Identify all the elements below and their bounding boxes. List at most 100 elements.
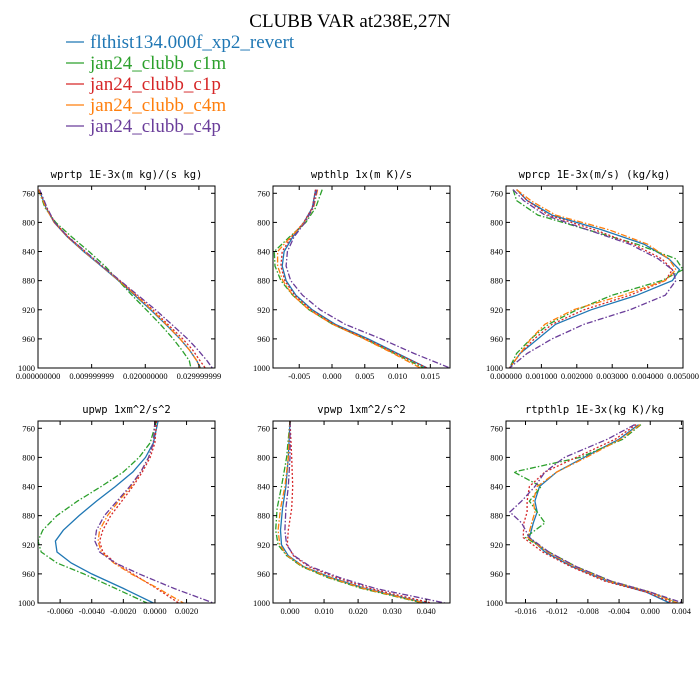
figure-title: CLUBB VAR at238E,27N — [249, 11, 451, 32]
series-line — [38, 421, 158, 603]
y-tick-label: 960 — [22, 569, 35, 579]
x-tick-label: 0.009999999 — [69, 371, 114, 381]
y-tick-label: 920 — [257, 305, 270, 315]
series-line — [285, 189, 450, 368]
x-tick-label: -0.0040 — [79, 606, 105, 616]
y-tick-label: 840 — [490, 247, 503, 257]
legend: flthist134.000f_xp2_revertjan24_clubb_c1… — [66, 32, 295, 137]
y-tick-label: 1000 — [253, 598, 270, 608]
legend-label: jan24_clubb_c1p — [89, 74, 221, 95]
y-tick-label: 960 — [490, 569, 503, 579]
y-tick-label: 880 — [257, 511, 270, 521]
y-tick-label: 960 — [257, 334, 270, 344]
y-tick-label: 960 — [257, 569, 270, 579]
legend-label: jan24_clubb_c4p — [89, 116, 221, 137]
series-line — [38, 189, 206, 368]
y-tick-label: 760 — [22, 188, 35, 198]
panel-title: vpwp 1xm^2/s^2 — [317, 404, 406, 416]
panel-title: rtpthlp 1E-3x(kg K)/kg — [525, 404, 664, 416]
x-tick-label: -0.004 — [608, 606, 631, 616]
x-tick-label: -0.016 — [515, 606, 537, 616]
y-tick-label: 840 — [22, 482, 35, 492]
series-line — [284, 421, 446, 603]
chart-panel: upwp 1xm^2/s^2 760 800 840 880 920 960 1000 -0.0… — [18, 404, 216, 616]
x-tick-label: 0.004000 — [632, 371, 664, 381]
plot-frame — [272, 420, 451, 604]
series-group — [275, 421, 446, 603]
x-tick-label: -0.0020 — [110, 606, 136, 616]
y-tick-label: 760 — [257, 423, 270, 433]
legend-entry: jan24_clubb_c1m — [66, 53, 226, 74]
y-tick-label: 1000 — [18, 598, 35, 608]
y-tick-label: 840 — [22, 247, 35, 257]
x-tick-label: 0.010 — [314, 606, 333, 616]
x-tick-label: -0.012 — [546, 606, 568, 616]
series-line — [54, 421, 159, 603]
plot-frame — [37, 185, 216, 369]
y-tick-label: 880 — [257, 276, 270, 286]
y-tick-label: 1000 — [486, 363, 503, 373]
x-tick-label: 0.020000000 — [123, 371, 168, 381]
y-tick-label: 800 — [257, 452, 270, 462]
legend-entry: jan24_clubb_c4p — [66, 116, 221, 137]
y-tick-label: 760 — [490, 423, 503, 433]
series-line — [527, 424, 678, 603]
panel-title: upwp 1xm^2/s^2 — [82, 404, 171, 416]
plot-frame — [505, 420, 684, 604]
plot-frame — [37, 420, 216, 604]
legend-label: flthist134.000f_xp2_revert — [90, 32, 295, 53]
x-tick-label: 0.015 — [421, 371, 440, 381]
y-tick-label: 960 — [490, 334, 503, 344]
y-tick-label: 760 — [490, 188, 503, 198]
y-tick-label: 880 — [490, 511, 503, 521]
y-tick-label: 840 — [490, 482, 503, 492]
y-tick-label: 880 — [22, 511, 35, 521]
series-group — [273, 189, 450, 368]
series-line — [508, 424, 683, 603]
x-tick-label: -0.005 — [288, 371, 310, 381]
chart-panel: wprcp 1E-3x(m/s) (kg/kg) 760 800 840 880 920 9… — [486, 169, 699, 381]
y-tick-label: 920 — [22, 305, 35, 315]
x-tick-label: 0.020 — [349, 606, 368, 616]
series-line — [508, 189, 677, 368]
chart-panel: wpthlp 1x(m K)/s 760 800 840 880 920 960 1000 -0… — [253, 169, 451, 381]
panel-title: wprcp 1E-3x(m/s) (kg/kg) — [519, 169, 671, 181]
x-tick-label: 0.0000 — [143, 606, 166, 616]
y-tick-label: 800 — [257, 217, 270, 227]
chart-panel: vpwp 1xm^2/s^2 760 800 840 880 920 960 1000 0.00… — [253, 404, 451, 616]
y-tick-label: 800 — [22, 217, 35, 227]
series-line — [280, 189, 428, 368]
y-tick-label: 920 — [490, 305, 503, 315]
y-tick-label: 760 — [257, 188, 270, 198]
x-tick-label: 0.000000 — [490, 371, 522, 381]
y-tick-label: 800 — [490, 217, 503, 227]
plot-frame — [505, 185, 684, 369]
y-tick-label: 920 — [257, 540, 270, 550]
legend-entry: flthist134.000f_xp2_revert — [66, 32, 295, 53]
y-tick-label: 960 — [22, 334, 35, 344]
series-line — [508, 189, 674, 368]
legend-label: jan24_clubb_c1m — [89, 53, 226, 74]
y-tick-label: 920 — [490, 540, 503, 550]
y-tick-label: 1000 — [253, 363, 270, 373]
chart-panel: wprtp 1E-3x(m kg)/(s kg) 760 800 840 880 920 9… — [16, 169, 222, 381]
series-group — [508, 424, 683, 603]
x-tick-label: -0.008 — [577, 606, 599, 616]
series-group — [38, 189, 213, 368]
x-tick-label: 0.001000 — [525, 371, 557, 381]
y-tick-label: 1000 — [486, 598, 503, 608]
x-tick-label: 0.005 — [355, 371, 374, 381]
plot-frame — [272, 185, 451, 369]
x-tick-label: 0.004 — [672, 606, 692, 616]
y-tick-label: 840 — [257, 247, 270, 257]
y-tick-label: 800 — [490, 452, 503, 462]
panel-title: wprtp 1E-3x(m kg)/(s kg) — [51, 169, 203, 181]
y-tick-label: 880 — [22, 276, 35, 286]
chart-panels: wprtp 1E-3x(m kg)/(s kg) 760 800 840 880 920 9… — [16, 169, 699, 616]
x-tick-label: 0.040 — [417, 606, 436, 616]
x-tick-label: 0.0020 — [175, 606, 198, 616]
series-line — [508, 189, 681, 368]
series-line — [98, 421, 180, 603]
x-tick-label: 0.000 — [641, 606, 660, 616]
y-tick-label: 760 — [22, 423, 35, 433]
